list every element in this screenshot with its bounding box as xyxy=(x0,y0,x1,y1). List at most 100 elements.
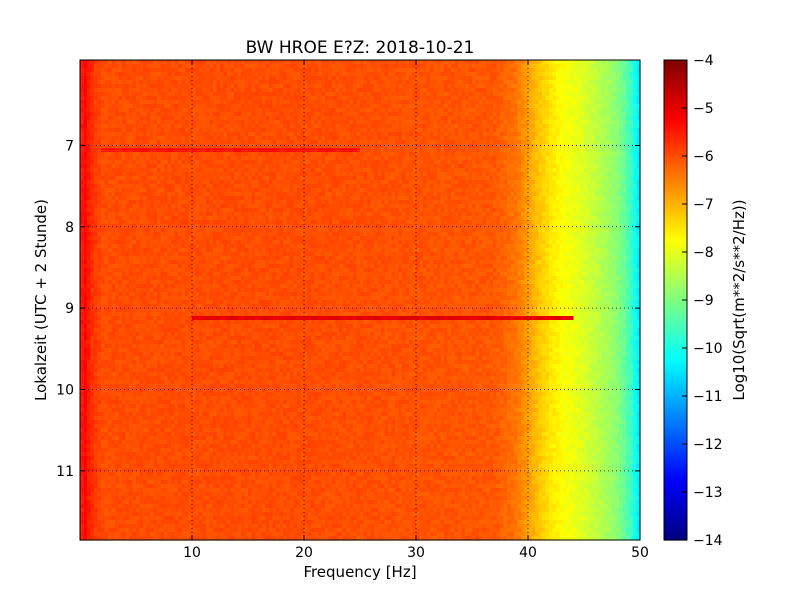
heatmap-cell xyxy=(181,156,186,161)
heatmap-cell xyxy=(416,180,421,185)
heatmap-cell xyxy=(377,176,382,181)
heatmap-cell xyxy=(360,168,365,173)
heatmap-cell xyxy=(244,120,249,125)
heatmap-cell xyxy=(206,124,211,129)
heatmap-cell xyxy=(286,72,291,77)
heatmap-cell xyxy=(388,116,393,121)
heatmap-cell xyxy=(122,136,127,141)
heatmap-cell xyxy=(290,92,295,97)
heatmap-cell xyxy=(395,100,400,105)
heatmap-cell xyxy=(601,100,606,105)
heatmap-cell xyxy=(475,60,480,65)
heatmap-cell xyxy=(115,168,120,173)
heatmap-cell xyxy=(521,88,526,93)
heatmap-cell xyxy=(496,120,501,125)
heatmap-cell xyxy=(615,144,620,149)
heatmap-cell xyxy=(353,148,358,153)
heatmap-cell xyxy=(122,96,127,101)
heatmap-cell xyxy=(304,84,309,89)
heatmap-cell xyxy=(531,60,536,65)
heatmap-cell xyxy=(444,84,449,89)
heatmap-cell xyxy=(146,68,151,73)
heatmap-cell xyxy=(412,60,417,65)
heatmap-cell xyxy=(633,176,638,181)
heatmap-cell xyxy=(384,168,389,173)
heatmap-cell xyxy=(157,112,162,117)
heatmap-cell xyxy=(629,108,634,113)
heatmap-cell xyxy=(321,80,326,85)
heatmap-cell xyxy=(192,184,197,189)
heatmap-cell xyxy=(353,88,358,93)
heatmap-cell xyxy=(573,84,578,89)
heatmap-cell xyxy=(430,156,435,161)
heatmap-cell xyxy=(157,156,162,161)
heatmap-cell xyxy=(636,84,641,89)
heatmap-cell xyxy=(381,80,386,85)
heatmap-cell xyxy=(517,88,522,93)
heatmap-cell xyxy=(531,104,536,109)
heatmap-cell xyxy=(318,100,323,105)
heatmap-cell xyxy=(111,184,116,189)
heatmap-cell xyxy=(545,100,550,105)
heatmap-cell xyxy=(293,60,298,65)
heatmap-cell xyxy=(132,180,137,185)
heatmap-cell xyxy=(83,160,88,165)
heatmap-cell xyxy=(549,156,554,161)
heatmap-cell xyxy=(556,156,561,161)
heatmap-cell xyxy=(272,168,277,173)
heatmap-cell xyxy=(304,128,309,133)
heatmap-cell xyxy=(433,168,438,173)
heatmap-cell xyxy=(556,148,561,153)
heatmap-cell xyxy=(517,108,522,113)
heatmap-cell xyxy=(374,120,379,125)
heatmap-cell xyxy=(286,156,291,161)
heatmap-cell xyxy=(80,112,85,117)
heatmap-cell xyxy=(622,80,627,85)
heatmap-cell xyxy=(433,76,438,81)
heatmap-cell xyxy=(314,100,319,105)
heatmap-cell xyxy=(328,60,333,65)
heatmap-cell xyxy=(332,104,337,109)
heatmap-cell xyxy=(339,132,344,137)
heatmap-cell xyxy=(587,104,592,109)
heatmap-cell xyxy=(108,84,113,89)
heatmap-cell xyxy=(374,128,379,133)
heatmap-cell xyxy=(454,128,459,133)
heatmap-cell xyxy=(272,172,277,177)
heatmap-cell xyxy=(524,60,529,65)
heatmap-cell xyxy=(83,184,88,189)
heatmap-cell xyxy=(398,180,403,185)
heatmap-cell xyxy=(384,148,389,153)
heatmap-cell xyxy=(188,136,193,141)
heatmap-cell xyxy=(535,148,540,153)
heatmap-cell xyxy=(440,148,445,153)
heatmap-cell xyxy=(339,92,344,97)
heatmap-cell xyxy=(559,108,564,113)
heatmap-cell xyxy=(360,144,365,149)
heatmap-cell xyxy=(482,96,487,101)
heatmap-cell xyxy=(381,164,386,169)
heatmap-cell xyxy=(416,168,421,173)
heatmap-cell xyxy=(192,140,197,145)
heatmap-cell xyxy=(118,148,123,153)
heatmap-cell xyxy=(181,116,186,121)
heatmap-cell xyxy=(342,132,347,137)
heatmap-cell xyxy=(94,160,99,165)
heatmap-cell xyxy=(444,60,449,65)
heatmap-cell xyxy=(262,148,267,153)
heatmap-cell xyxy=(321,156,326,161)
heatmap-cell xyxy=(538,180,543,185)
heatmap-cell xyxy=(125,184,130,189)
heatmap-cell xyxy=(538,168,543,173)
heatmap-cell xyxy=(598,140,603,145)
heatmap-cell xyxy=(227,108,232,113)
heatmap-cell xyxy=(360,112,365,117)
heatmap-cell xyxy=(402,136,407,141)
heatmap-cell xyxy=(514,96,519,101)
heatmap-cell xyxy=(402,148,407,153)
heatmap-cell xyxy=(573,124,578,129)
heatmap-cell xyxy=(370,88,375,93)
heatmap-cell xyxy=(101,160,106,165)
heatmap-cell xyxy=(262,164,267,169)
heatmap-cell xyxy=(104,140,109,145)
